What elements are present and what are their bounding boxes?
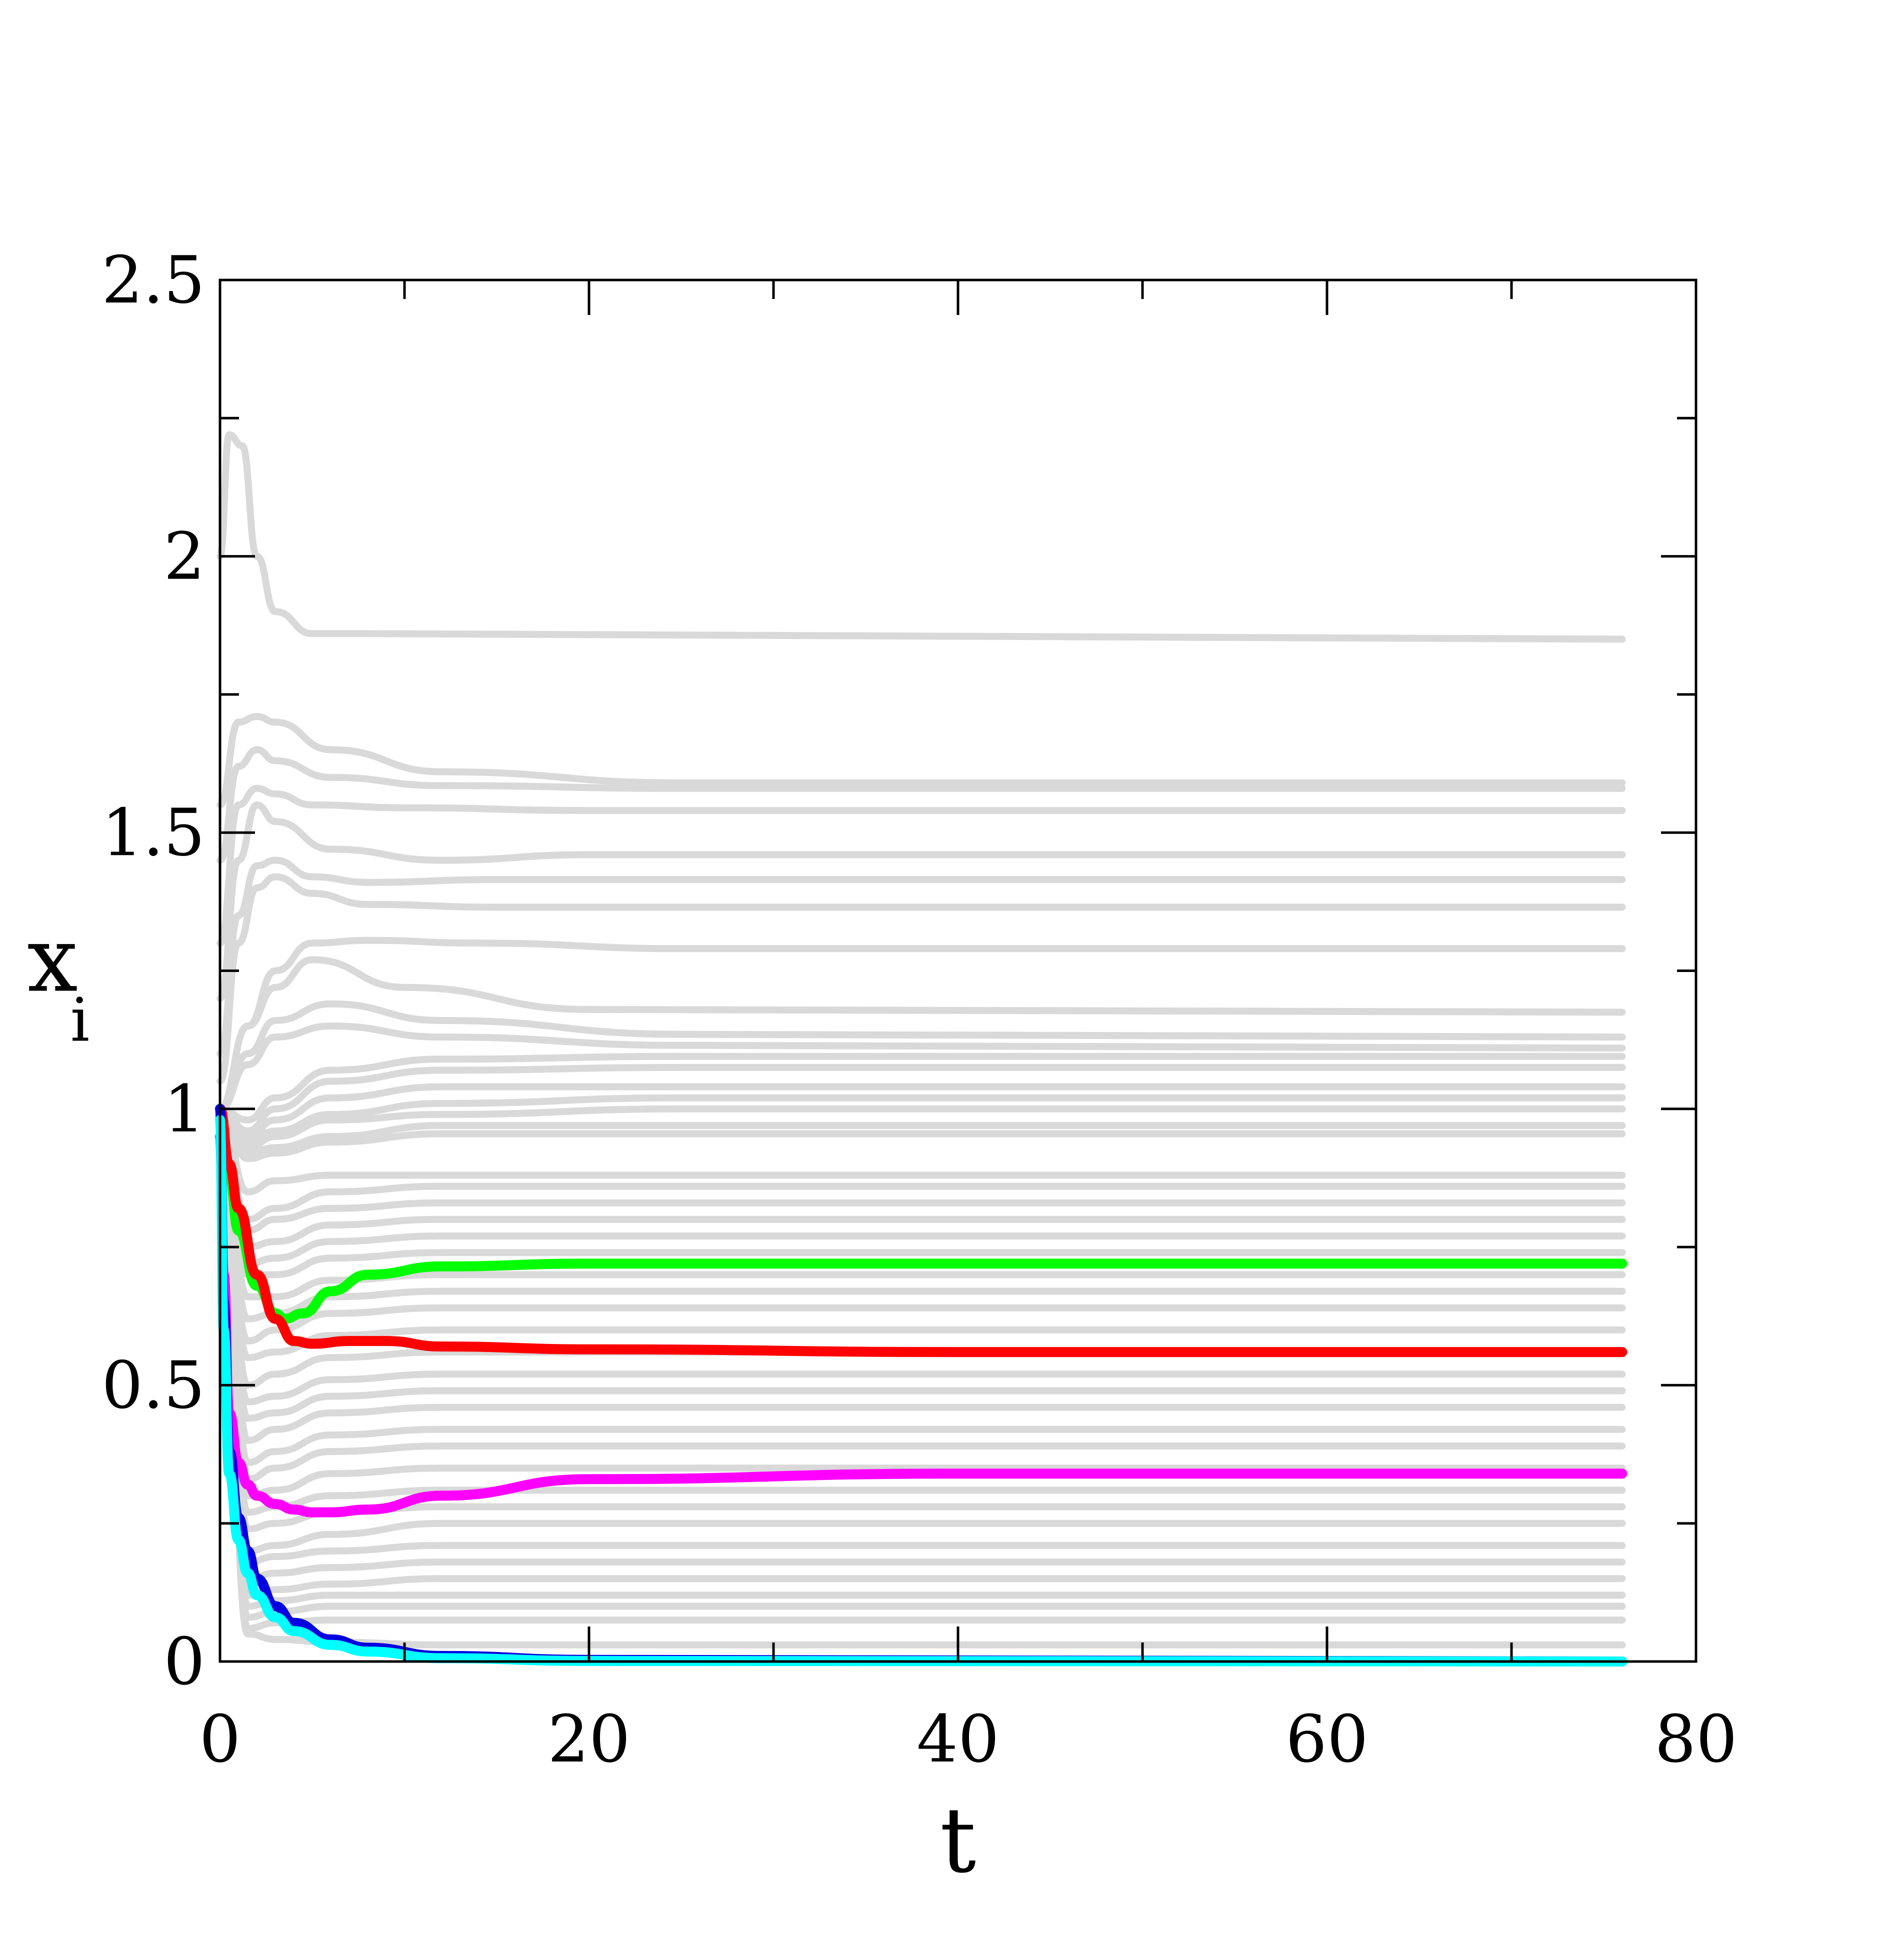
background-series-line-10 <box>216 1000 1626 1112</box>
y-axis-label-subscript: i <box>70 986 90 1056</box>
axis-ticks <box>218 278 1698 1663</box>
background-series-line-19 <box>216 1105 1626 1196</box>
background-series-line-2 <box>216 713 1626 808</box>
plot-area <box>215 431 1628 1666</box>
background-series-line-7 <box>216 873 1626 1085</box>
background-series-line-15 <box>216 1094 1626 1146</box>
background-series-line-9 <box>216 956 1626 1112</box>
background-series-line-13 <box>216 1064 1626 1134</box>
background-series-line-27 <box>216 1105 1626 1344</box>
y-tick-label: 2 <box>164 518 205 594</box>
x-axis-label: t <box>940 1788 976 1893</box>
y-tick-label: 1 <box>164 1071 205 1147</box>
x-tick-label: 40 <box>916 1701 999 1777</box>
background-series-line-4 <box>216 784 1626 947</box>
background-series-line-21 <box>216 1105 1626 1234</box>
background-series-line-5 <box>216 801 1626 1002</box>
background-series-line-14 <box>216 1083 1626 1140</box>
background-series-line-28 <box>216 1105 1626 1362</box>
y-tick-label: 0 <box>164 1624 205 1700</box>
y-tick-label: 2.5 <box>102 242 205 318</box>
background-series-line-3 <box>216 746 1626 864</box>
background-series-line-6 <box>216 856 1626 1058</box>
y-tick-label: 1.5 <box>102 794 205 870</box>
x-tick-label: 20 <box>548 1701 630 1777</box>
background-series-line-17 <box>216 1105 1626 1157</box>
y-axis-label-main: x <box>27 908 78 1012</box>
background-series-line-16 <box>216 1105 1626 1152</box>
background-series-line-18 <box>216 1105 1626 1162</box>
y-tick-label: 0.5 <box>102 1347 205 1423</box>
background-series-line-1 <box>216 431 1626 643</box>
x-tick-label: 0 <box>200 1701 241 1777</box>
x-tick-label: 80 <box>1654 1701 1737 1777</box>
background-series-line-20 <box>216 1105 1626 1223</box>
highlighted-series-layer <box>215 1104 1628 1666</box>
background-series-line-12 <box>216 1052 1626 1124</box>
background-series-layer <box>216 431 1626 1648</box>
background-series-line-11 <box>216 1022 1626 1112</box>
background-series-line-26 <box>216 1105 1626 1322</box>
axis-tick-labels: 0 20 40 60 80 0 0.5 1 1.5 2 2.5 <box>102 242 1737 1777</box>
x-tick-label: 60 <box>1286 1701 1368 1777</box>
highlighted-series-line-2 <box>215 1104 1628 1358</box>
y-axis-label: x i <box>27 908 90 1056</box>
background-series-line-25 <box>216 1105 1626 1300</box>
